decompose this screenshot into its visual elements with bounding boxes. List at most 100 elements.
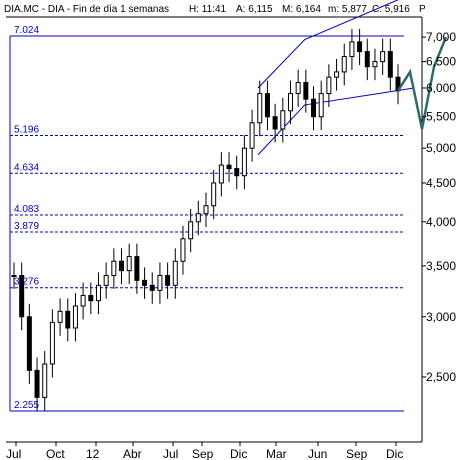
candle <box>19 262 25 331</box>
candle-body <box>249 122 255 149</box>
candle-body <box>34 369 40 398</box>
candle <box>257 80 263 137</box>
candle-body <box>380 51 386 63</box>
candle <box>395 64 401 105</box>
x-tick-label: Dic <box>386 447 403 460</box>
x-tick-label: Jun <box>308 447 327 460</box>
y-tick-label: 6,000 <box>426 81 456 95</box>
candle-body <box>49 321 55 365</box>
candle <box>142 267 148 299</box>
candle <box>303 69 309 113</box>
level-label-6: 2.255 <box>14 400 39 411</box>
trend-channel <box>257 0 415 156</box>
candle-body <box>134 256 140 281</box>
candle-body <box>11 274 17 277</box>
candle <box>126 243 132 285</box>
channel-lower[interactable] <box>257 87 415 156</box>
candle <box>134 243 140 294</box>
candle-body <box>180 238 186 262</box>
y-tick-label: 6,500 <box>426 55 456 69</box>
candle-body <box>226 164 232 170</box>
candle <box>42 351 48 411</box>
candle <box>357 28 363 66</box>
candle <box>341 43 347 86</box>
x-tick-label: Jul <box>6 447 21 460</box>
candle-body <box>326 76 332 95</box>
candle <box>226 152 232 183</box>
header-open: A: 6,115 <box>236 4 273 15</box>
candle <box>11 262 17 289</box>
level-label-4: 3.879 <box>14 221 39 232</box>
candle-body <box>218 164 224 184</box>
candle-body <box>264 93 270 118</box>
candle <box>349 28 355 71</box>
candle <box>264 80 270 131</box>
p-badge-bg[interactable] <box>418 2 427 14</box>
candle <box>119 248 125 285</box>
candle <box>172 248 178 299</box>
forecast-layer <box>396 36 448 130</box>
p-badge[interactable]: P <box>419 4 426 15</box>
candle-body <box>19 274 25 318</box>
y-tick-label: 3,000 <box>426 310 456 324</box>
candle-body <box>349 41 355 58</box>
header-close: C: 5,916 <box>372 4 410 15</box>
candle <box>26 303 32 384</box>
y-tick-label: 7,000 <box>426 30 456 44</box>
candle-body <box>188 221 194 240</box>
level-label-3: 4.083 <box>14 204 39 215</box>
candle-body <box>42 363 48 398</box>
candle <box>249 109 255 162</box>
candle <box>280 97 286 143</box>
candle-body <box>272 116 278 130</box>
candle <box>88 282 94 315</box>
candle-body <box>111 260 117 276</box>
candle <box>234 155 240 190</box>
candle-body <box>303 82 309 100</box>
x-tick-label: Jul <box>163 447 178 460</box>
candle <box>318 80 324 131</box>
candle-body <box>165 274 171 286</box>
y-tick-label: 4,500 <box>426 176 456 190</box>
candle-body <box>364 51 370 68</box>
candle-body <box>203 205 209 215</box>
candle <box>95 272 101 315</box>
candle <box>211 170 217 220</box>
channel-upper[interactable] <box>257 0 414 89</box>
candle <box>165 262 171 299</box>
candle-body <box>103 274 109 286</box>
candles-layer <box>11 28 401 411</box>
x-tick-label: Dic <box>230 447 247 460</box>
forecast-path[interactable] <box>396 36 448 130</box>
candle-body <box>241 147 247 177</box>
candle <box>103 262 109 299</box>
header-symbol: DIA.MC - DIA - Fin de día 1 semanas <box>4 4 169 15</box>
candle <box>364 38 370 81</box>
candle-body <box>65 310 71 329</box>
candle-body <box>88 294 94 302</box>
x-tick-label: Oct <box>46 447 65 460</box>
candle-body <box>157 274 163 291</box>
x-tick-label: Mar <box>266 447 287 460</box>
candle-body <box>149 284 155 291</box>
candle <box>218 152 224 197</box>
level-label-2: 4.634 <box>14 162 39 173</box>
candle-body <box>318 93 324 118</box>
candle <box>326 64 332 108</box>
candle-body <box>341 56 347 73</box>
candle <box>295 69 301 108</box>
candle <box>287 80 293 125</box>
time-axis-labels: Jul Oct 12 Abr Jul Sep Dic Mar Jun Sep Dic <box>6 442 403 460</box>
candle-body <box>57 310 63 323</box>
candle-body <box>257 93 263 124</box>
candle <box>49 309 55 378</box>
candle-body <box>195 213 201 223</box>
price-axis-labels: 7,000 6,500 6,000 5,500 5,000 4,500 4,000 3,500… <box>422 30 456 384</box>
levels-layer: 7.024 5.196 4.634 4.083 3.879 3.276 2.255 <box>9 25 404 412</box>
candle <box>372 48 378 81</box>
candle <box>387 38 393 91</box>
level-label-5: 3.276 <box>14 277 39 288</box>
candle-body <box>287 93 293 112</box>
